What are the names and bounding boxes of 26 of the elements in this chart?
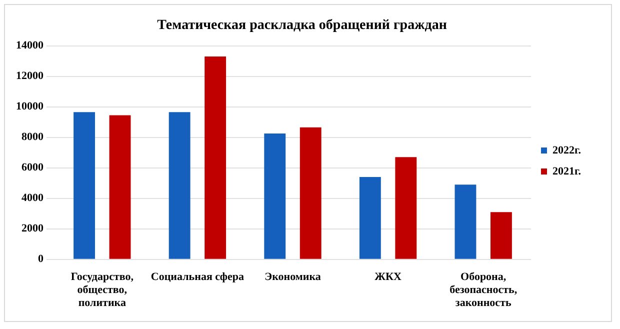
bar bbox=[454, 184, 476, 259]
legend-label: 2021г. bbox=[552, 165, 582, 178]
y-tick-label: 10000 bbox=[16, 100, 44, 113]
y-tick-label: 0 bbox=[38, 253, 44, 266]
y-tick-label: 8000 bbox=[22, 131, 44, 144]
chart-title: Тематическая раскладка обращений граждан bbox=[157, 18, 447, 34]
bar bbox=[168, 112, 190, 259]
x-tick-label: Оборона, безопасность, законность bbox=[450, 270, 518, 310]
y-tick-label: 2000 bbox=[22, 222, 44, 235]
bar bbox=[395, 157, 417, 259]
bar bbox=[204, 56, 226, 259]
x-tick-label: Государство, общество, политика bbox=[70, 270, 134, 310]
bar bbox=[490, 212, 512, 259]
bar bbox=[264, 134, 286, 259]
y-tick-label: 4000 bbox=[22, 192, 44, 204]
x-tick-label: ЖКХ bbox=[374, 270, 402, 283]
bar bbox=[300, 127, 322, 259]
y-tick-label: 6000 bbox=[22, 162, 44, 174]
x-tick-label: Социальная сфера bbox=[150, 270, 244, 283]
bar bbox=[109, 115, 131, 259]
bar bbox=[74, 112, 95, 259]
legend-label: 2022г. bbox=[552, 144, 582, 156]
y-tick-label: 14000 bbox=[16, 40, 44, 52]
bar bbox=[359, 177, 381, 259]
x-tick-label: Экономика bbox=[264, 270, 322, 283]
y-tick-label: 12000 bbox=[16, 70, 44, 82]
